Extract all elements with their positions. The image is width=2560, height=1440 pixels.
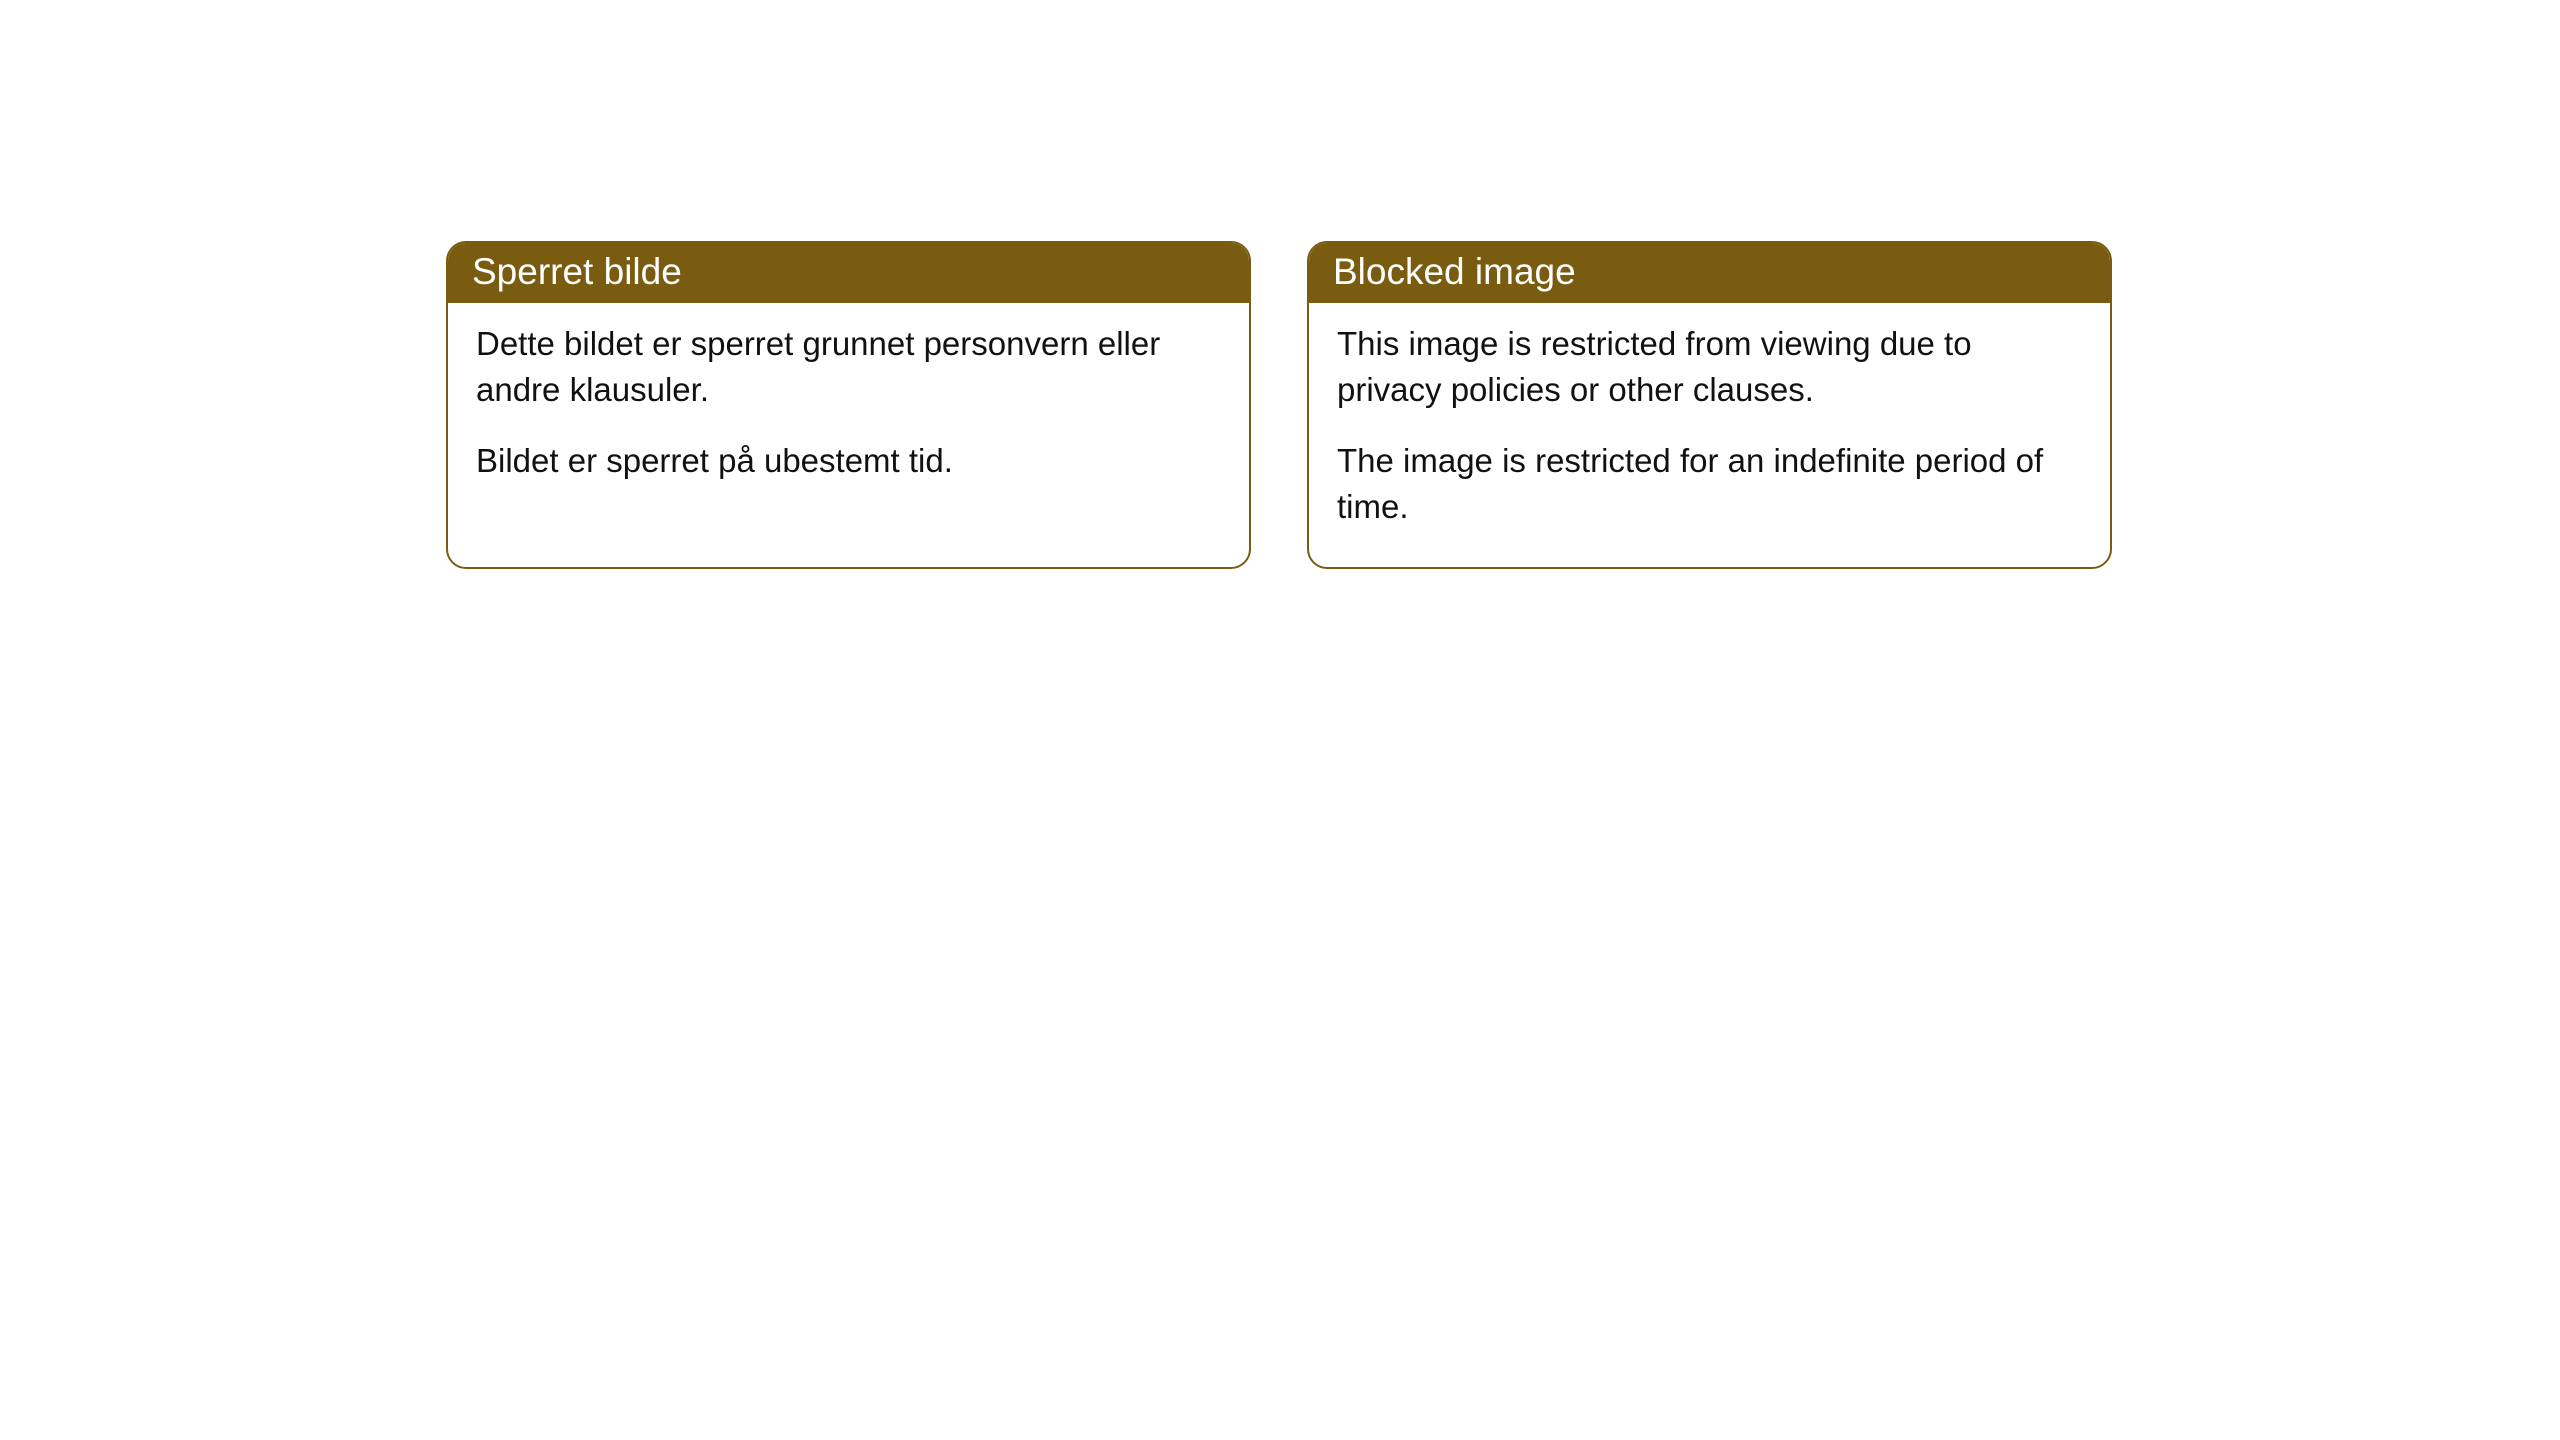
card-body: This image is restricted from viewing du… xyxy=(1309,303,2110,567)
card-paragraph: The image is restricted for an indefinit… xyxy=(1337,438,2082,529)
notice-card-english: Blocked image This image is restricted f… xyxy=(1307,241,2112,569)
notice-card-norwegian: Sperret bilde Dette bildet er sperret gr… xyxy=(446,241,1251,569)
card-paragraph: Dette bildet er sperret grunnet personve… xyxy=(476,321,1221,412)
card-title: Sperret bilde xyxy=(448,243,1249,303)
card-body: Dette bildet er sperret grunnet personve… xyxy=(448,303,1249,522)
card-paragraph: This image is restricted from viewing du… xyxy=(1337,321,2082,412)
card-title: Blocked image xyxy=(1309,243,2110,303)
card-paragraph: Bildet er sperret på ubestemt tid. xyxy=(476,438,1221,484)
notice-container: Sperret bilde Dette bildet er sperret gr… xyxy=(0,0,2560,569)
